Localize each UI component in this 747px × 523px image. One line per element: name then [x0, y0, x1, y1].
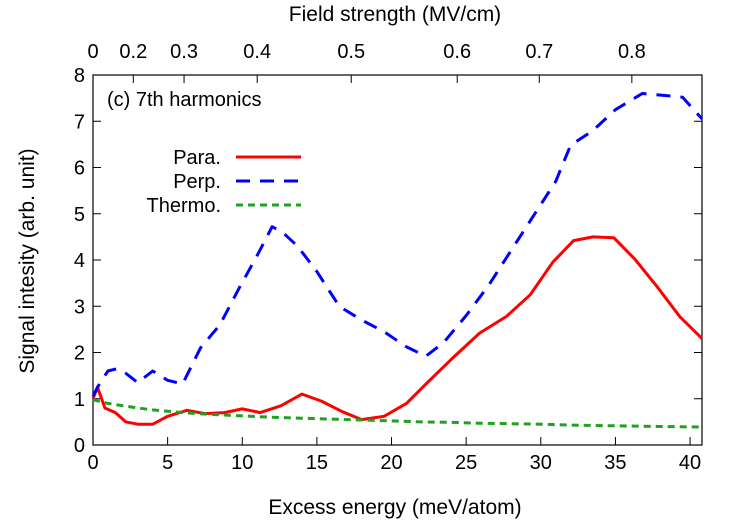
- x-tick-label: 30: [530, 452, 552, 474]
- top-tick-label: 0.5: [337, 41, 365, 63]
- x-tick-label: 20: [380, 452, 402, 474]
- top-tick-label: 0.2: [119, 41, 147, 63]
- x-tick-label: 35: [604, 452, 626, 474]
- x-tick-label: 25: [455, 452, 477, 474]
- x-tick-label: 15: [306, 452, 328, 474]
- series-line-para: [91, 235, 704, 426]
- x-tick-label: 10: [231, 452, 253, 474]
- y-tick-label: 3: [74, 296, 85, 318]
- y-tick-label: 1: [74, 389, 85, 411]
- top-tick-label: 0: [87, 41, 98, 63]
- top-tick-label: 0.8: [618, 41, 646, 63]
- top-tick-label: 0.6: [443, 41, 471, 63]
- top-tick-label: 0.4: [243, 41, 271, 63]
- y-tick-label: 7: [74, 111, 85, 133]
- y-tick-label: 0: [74, 435, 85, 457]
- legend-label: Para.: [173, 147, 221, 169]
- series-line-perp: [91, 92, 704, 398]
- axes-layer: [92, 74, 703, 446]
- plot-frame: [92, 74, 703, 446]
- legend-label: Thermo.: [147, 195, 221, 217]
- y-tick-label: 8: [74, 65, 85, 87]
- series-layer: [91, 92, 704, 429]
- x-axis-label: Excess energy (meV/atom): [268, 496, 521, 519]
- top-axis-label: Field strength (MV/cm): [289, 3, 501, 26]
- y-axis-label: Signal intesity (arb. unit): [16, 148, 39, 373]
- top-tick-label: 0.7: [525, 41, 553, 63]
- y-tick-label: 5: [74, 204, 85, 226]
- y-tick-label: 4: [74, 250, 85, 272]
- y-tick-label: 2: [74, 343, 85, 365]
- chart-annotation: (c) 7th harmonics: [107, 89, 262, 111]
- top-tick-label: 0.3: [170, 41, 198, 63]
- legend-label: Perp.: [173, 171, 221, 193]
- series-line-thermo: [92, 398, 703, 429]
- x-tick-label: 0: [87, 452, 98, 474]
- x-tick-label: 5: [162, 452, 173, 474]
- y-tick-label: 6: [74, 158, 85, 180]
- x-tick-label: 40: [679, 452, 701, 474]
- legend: Para.Perp.Thermo.: [147, 147, 301, 217]
